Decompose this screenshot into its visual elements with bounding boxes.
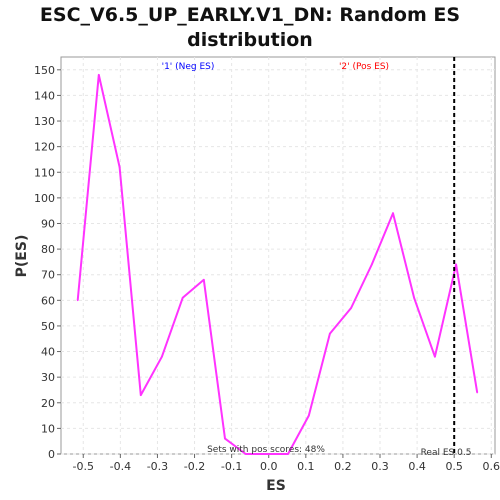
y-tick-label: 50 bbox=[41, 320, 55, 333]
data-point bbox=[350, 307, 352, 309]
y-tick-label: 10 bbox=[41, 422, 55, 435]
data-point bbox=[181, 296, 184, 299]
y-tick-label: 60 bbox=[41, 294, 55, 307]
data-point bbox=[224, 437, 226, 440]
y-tick-label: 80 bbox=[41, 243, 55, 256]
y-tick-label: 0 bbox=[48, 448, 55, 461]
x-tick-label: 0.4 bbox=[408, 460, 426, 473]
pos-es-label: '2' (Pos ES) bbox=[339, 62, 389, 72]
data-point bbox=[161, 355, 163, 358]
x-tick-label: -0.1 bbox=[221, 460, 242, 473]
data-point bbox=[244, 453, 247, 455]
plot-area bbox=[60, 56, 496, 455]
series-layer bbox=[76, 73, 479, 455]
data-point bbox=[455, 263, 457, 266]
y-tick-label: 130 bbox=[34, 115, 55, 128]
real-es-label: Real ES 0.5 bbox=[421, 448, 472, 458]
x-axis-label: ES bbox=[266, 478, 286, 494]
x-tick-label: -0.5 bbox=[73, 460, 94, 473]
y-tick-label: 150 bbox=[34, 64, 55, 77]
neg-es-label: '1' (Neg ES) bbox=[162, 62, 215, 72]
x-tick-label: 0.2 bbox=[334, 460, 352, 473]
data-point bbox=[139, 394, 142, 396]
data-point bbox=[266, 453, 268, 455]
y-tick-label: 100 bbox=[34, 192, 55, 205]
chart-title-line2: distribution bbox=[187, 29, 313, 51]
y-tick-label: 40 bbox=[41, 346, 55, 359]
x-tick-label: 0.0 bbox=[260, 460, 278, 473]
series-line bbox=[76, 73, 479, 455]
data-point bbox=[287, 453, 289, 455]
pos-scores-label: Sets with pos scores: 48% bbox=[207, 445, 325, 455]
data-point bbox=[307, 414, 310, 417]
x-axis-ticks: -0.5 -0.4 -0.3 -0.2 -0.1 0.0 0.1 0.2 0.3 0.4 0.5 0.… bbox=[73, 454, 500, 473]
data-point bbox=[371, 263, 373, 266]
data-point bbox=[476, 391, 478, 394]
y-tick-label: 120 bbox=[34, 141, 55, 154]
grid bbox=[61, 57, 495, 455]
data-point bbox=[118, 166, 121, 168]
data-point bbox=[413, 296, 415, 299]
x-tick-label: 0.5 bbox=[445, 460, 463, 473]
chart-title-line1: ESC_V6.5_UP_EARLY.V1_DN: Random ES bbox=[40, 4, 460, 26]
data-point bbox=[203, 279, 205, 281]
y-tick-label: 140 bbox=[34, 89, 55, 102]
y-tick-label: 20 bbox=[41, 397, 55, 410]
data-point bbox=[434, 355, 436, 358]
y-tick-label: 30 bbox=[41, 371, 55, 384]
y-axis-ticks: 0 10 20 30 40 50 60 70 80 90 100 110 120 130 140 150 bbox=[34, 64, 61, 461]
y-tick-label: 110 bbox=[34, 166, 55, 179]
data-point bbox=[76, 299, 79, 302]
data-point bbox=[329, 332, 331, 335]
x-tick-label: 0.6 bbox=[483, 460, 500, 473]
x-tick-label: -0.3 bbox=[147, 460, 168, 473]
x-tick-label: -0.2 bbox=[184, 460, 205, 473]
y-tick-label: 90 bbox=[41, 217, 55, 230]
y-axis-label: P(ES) bbox=[14, 235, 30, 278]
data-point bbox=[392, 212, 394, 215]
y-tick-label: 70 bbox=[41, 269, 55, 282]
data-point bbox=[98, 74, 100, 76]
x-tick-label: 0.3 bbox=[371, 460, 389, 473]
x-tick-label: -0.4 bbox=[110, 460, 131, 473]
x-tick-label: 0.1 bbox=[297, 460, 315, 473]
